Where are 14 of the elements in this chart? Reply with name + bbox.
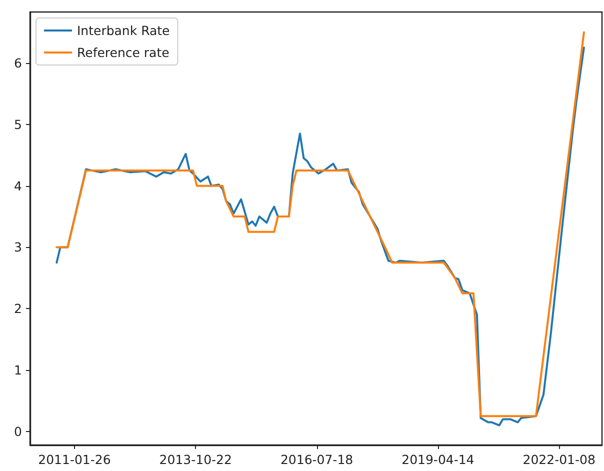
x-tick-label: 2022-01-08 [522,452,596,467]
x-tick-label: 2011-01-26 [38,452,111,467]
x-tick-label: 2013-10-22 [159,452,232,467]
y-tick-label: 0 [14,424,22,439]
legend-label: Interbank Rate [77,23,170,38]
y-tick-label: 3 [14,240,22,255]
y-tick-label: 4 [14,178,22,194]
y-tick-label: 6 [14,55,22,70]
legend-label: Reference rate [77,45,170,60]
y-tick-label: 5 [14,116,22,132]
y-tick-label: 2 [14,301,22,316]
x-tick-label: 2019-04-14 [402,452,474,467]
x-tick-label: 2016-07-18 [280,452,354,467]
y-tick-label: 1 [14,362,22,378]
